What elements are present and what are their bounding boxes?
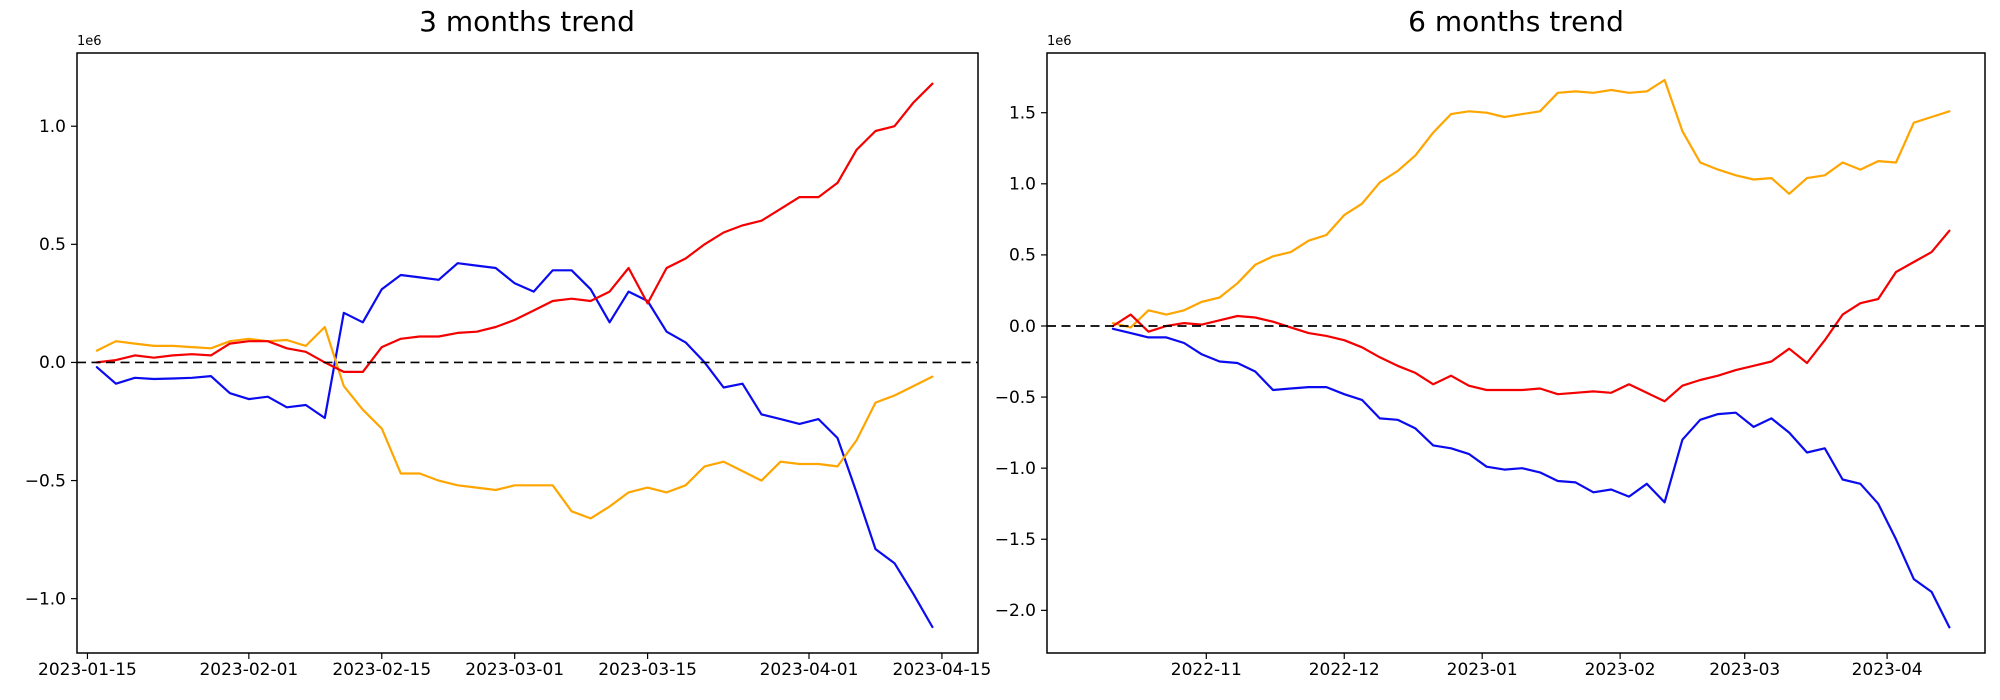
x-tick-label: 2023-02-01 bbox=[199, 660, 298, 680]
y-tick-label: 0.0 bbox=[39, 353, 66, 373]
x-tick-label: 2022-12 bbox=[1309, 660, 1380, 680]
y-tick-label: −0.5 bbox=[25, 471, 66, 491]
x-tick-label: 2023-01 bbox=[1447, 660, 1518, 680]
y-tick-label: −1.0 bbox=[25, 589, 66, 609]
x-tick-label: 2023-01-15 bbox=[38, 660, 137, 680]
y-tick-label: 1.0 bbox=[39, 117, 66, 137]
x-tick-label: 2023-04-01 bbox=[760, 660, 859, 680]
x-tick-label: 2022-11 bbox=[1171, 660, 1242, 680]
y-tick-label: 1.0 bbox=[1009, 175, 1036, 195]
plot-border bbox=[1046, 52, 1986, 654]
x-tick-label: 2023-04-15 bbox=[893, 660, 992, 680]
series-orange-line bbox=[95, 325, 934, 520]
series-blue-line bbox=[95, 262, 934, 629]
y-axis-offset-label-right: 1e6 bbox=[1047, 34, 1072, 49]
y-tick-label: 0.0 bbox=[1009, 317, 1036, 337]
y-tick-label: 0.5 bbox=[1009, 246, 1036, 266]
series-red-line bbox=[95, 82, 934, 373]
x-tick-label: 2023-02 bbox=[1585, 660, 1656, 680]
x-tick-label: 2023-02-15 bbox=[332, 660, 431, 680]
chart-title-6-months-trend: 6 months trend bbox=[1408, 5, 1624, 38]
series-red-line bbox=[1111, 229, 1951, 403]
series-blue-line bbox=[1111, 327, 1951, 629]
y-tick-label: −1.5 bbox=[995, 530, 1036, 550]
y-tick-label: −2.0 bbox=[995, 601, 1036, 621]
plot-border bbox=[76, 52, 979, 654]
x-tick-label: 2023-03-01 bbox=[465, 660, 564, 680]
x-tick-label: 2023-03-15 bbox=[598, 660, 697, 680]
series-orange-line bbox=[1111, 78, 1951, 329]
y-tick-label: −0.5 bbox=[995, 388, 1036, 408]
y-axis-offset-label-left: 1e6 bbox=[77, 34, 102, 49]
chart-title-3-months-trend: 3 months trend bbox=[419, 5, 635, 38]
x-tick-label: 2023-03 bbox=[1709, 660, 1780, 680]
y-tick-label: 0.5 bbox=[39, 235, 66, 255]
y-tick-label: −1.0 bbox=[995, 459, 1036, 479]
x-tick-label: 2023-04 bbox=[1852, 660, 1923, 680]
y-tick-label: 1.5 bbox=[1009, 103, 1036, 123]
